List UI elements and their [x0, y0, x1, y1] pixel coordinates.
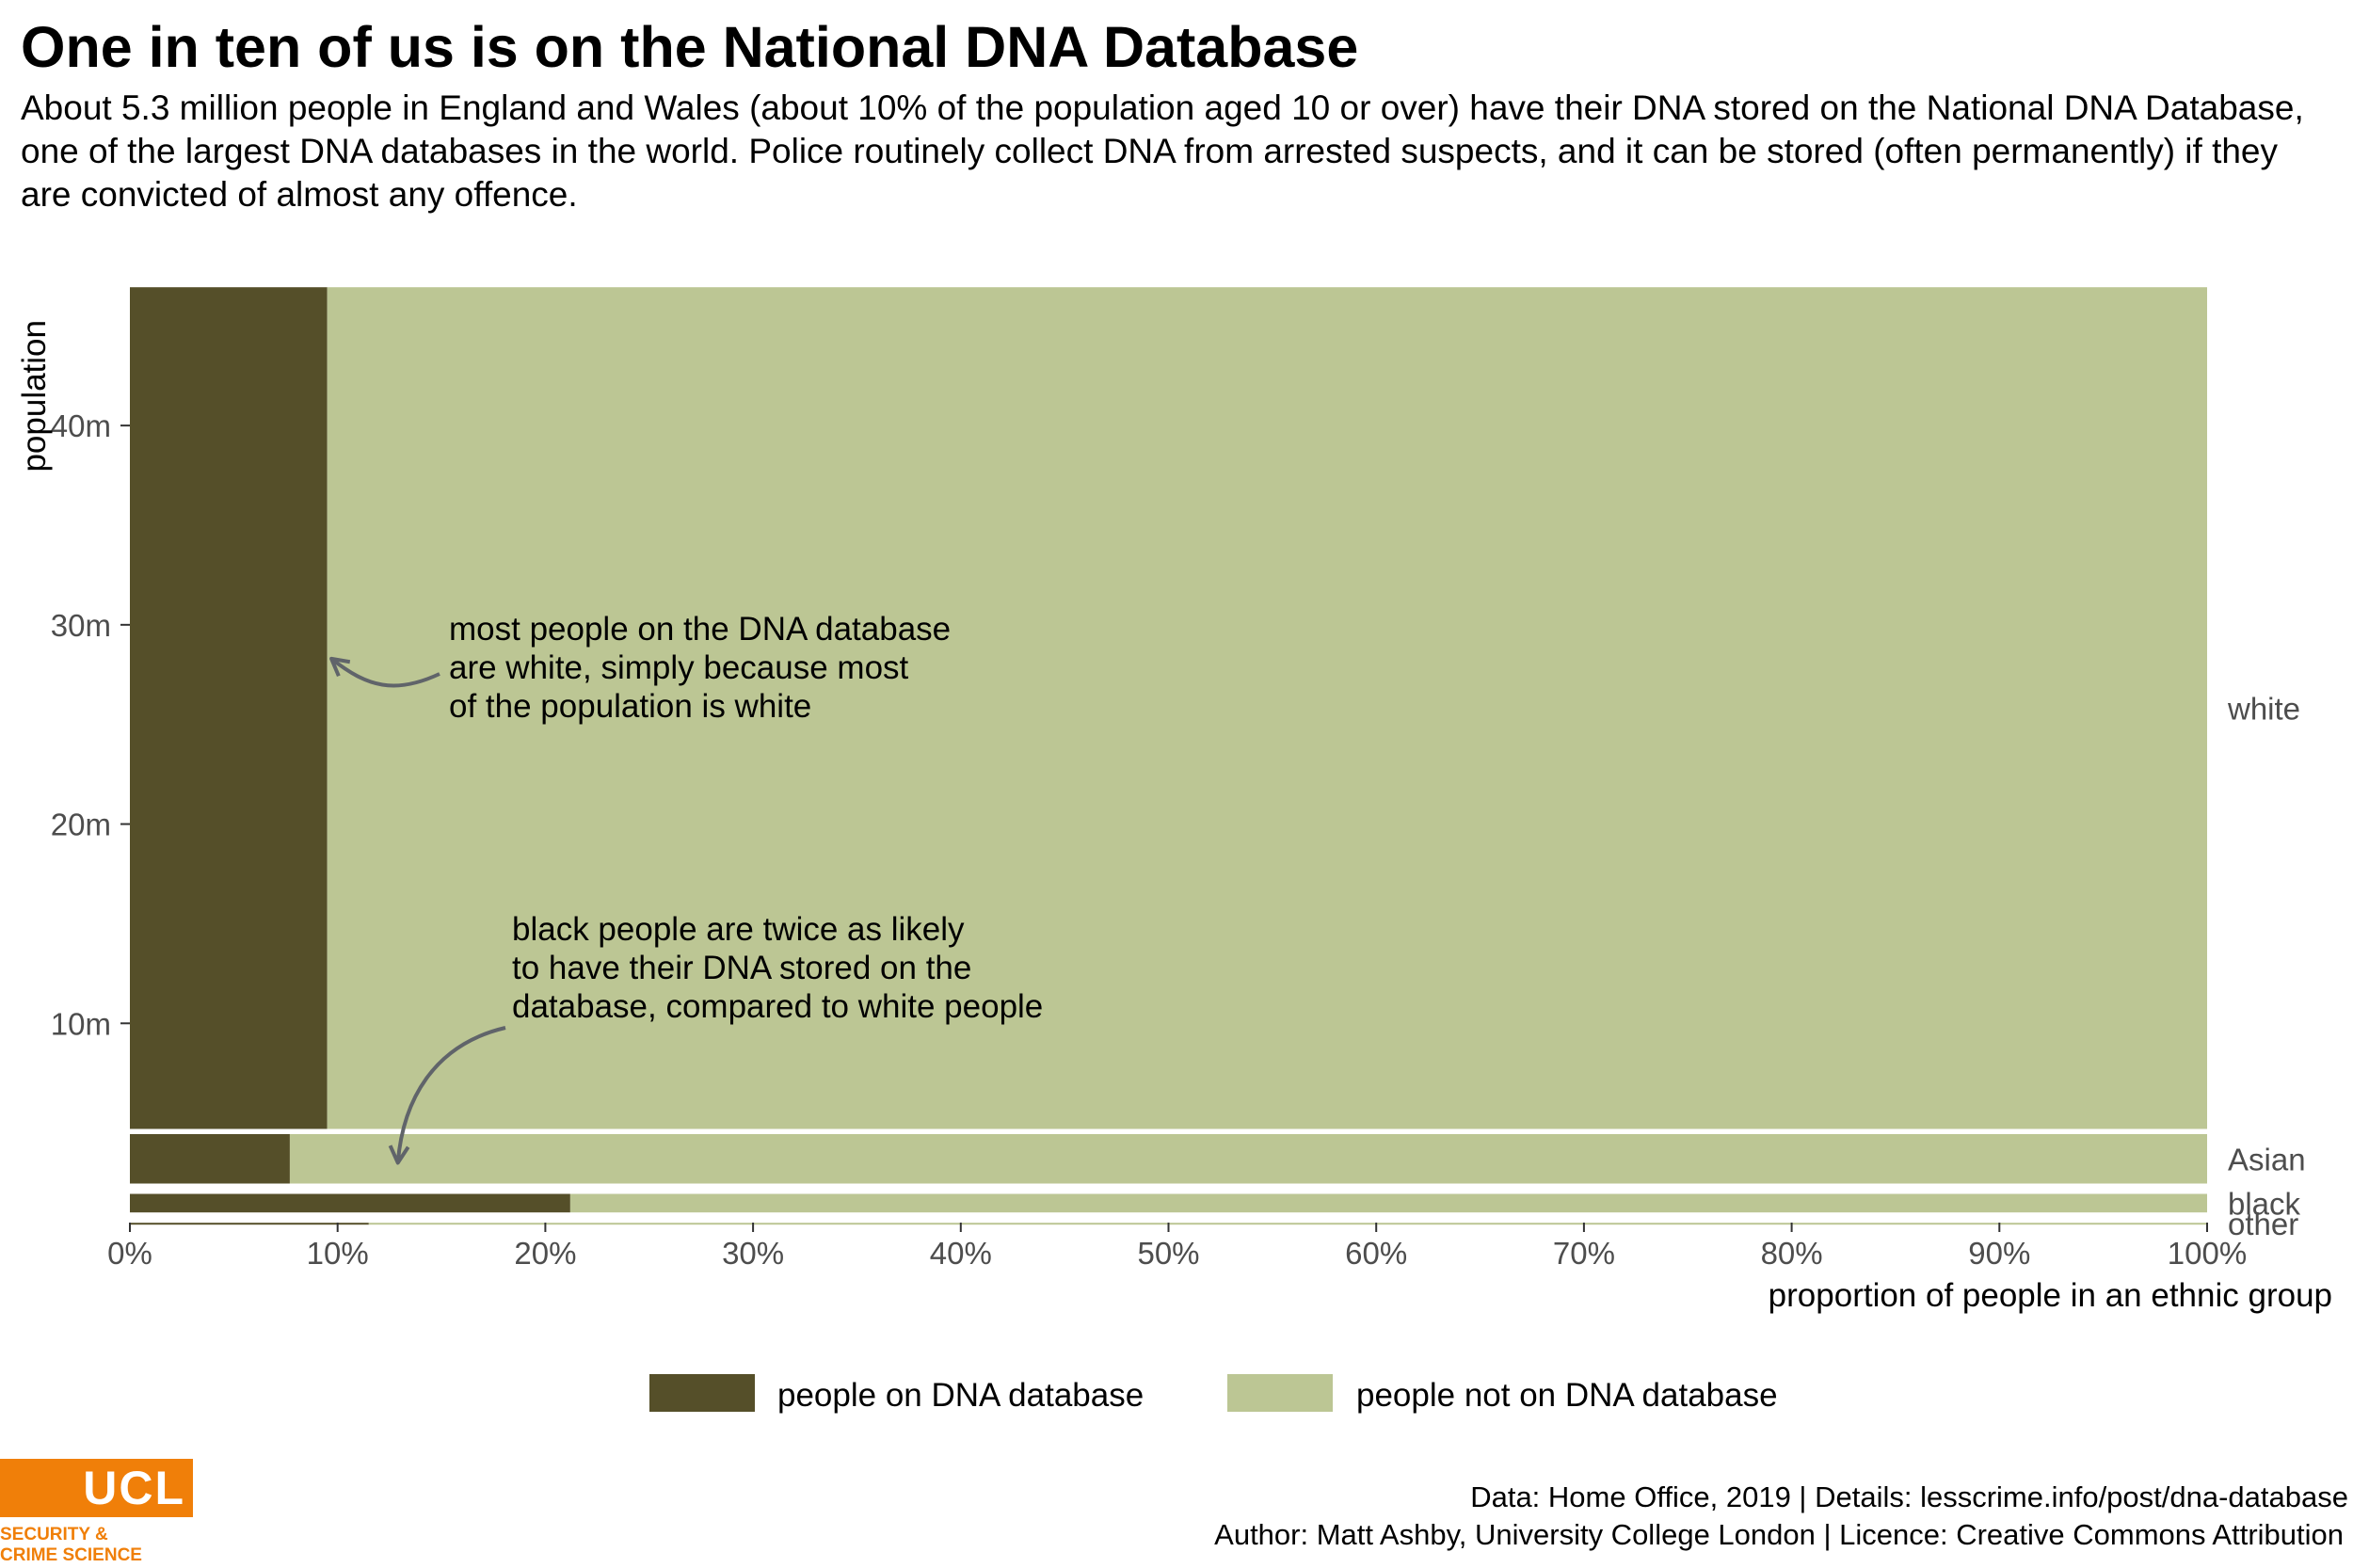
ucl-logo-mark: UCL	[0, 1459, 193, 1517]
x-tick-label-5: 50%	[1137, 1236, 1199, 1271]
bar-not-on-database-asian	[289, 1133, 2208, 1184]
annotation-arrow-2	[395, 1026, 506, 1163]
chart-title: One in ten of us is on the National DNA …	[21, 15, 1359, 79]
bar-on-database-black	[130, 1193, 570, 1213]
bar-not-on-database-white	[327, 287, 2207, 1129]
x-tick-label-10: 100%	[2168, 1236, 2247, 1271]
legend-swatch-on-database	[649, 1374, 755, 1412]
x-tick-label-2: 20%	[514, 1236, 576, 1271]
x-axis: 0% 10% 20% 30% 40% 50% 60% 70% 80% 90% 100%	[107, 1223, 2247, 1271]
x-tick-label-4: 40%	[930, 1236, 992, 1271]
x-axis-title: proportion of people in an ethnic group	[1769, 1277, 2332, 1314]
annotation-text-1: most people on the DNA database are white…	[449, 611, 951, 725]
chart-subtitle: About 5.3 million people in England and …	[21, 88, 2304, 214]
legend-swatch-not-on-database	[1227, 1374, 1333, 1412]
x-tick-label-8: 80%	[1761, 1236, 1823, 1271]
x-tick-label-3: 30%	[722, 1236, 784, 1271]
category-label-white: white	[2227, 691, 2300, 726]
category-label-asian: Asian	[2228, 1142, 2306, 1176]
bar-on-database-other	[130, 1223, 369, 1225]
bar-on-database-asian	[130, 1133, 290, 1184]
ucl-logo: UCL SECURITY & CRIME SCIENCE	[0, 1459, 193, 1566]
ucl-logo-line-1: SECURITY &	[0, 1525, 108, 1544]
y-tick-label-40: 40m	[51, 408, 111, 443]
bar-on-database-white	[130, 287, 328, 1129]
legend-label-not-on-database: people not on DNA database	[1356, 1377, 1778, 1414]
x-tick-label-9: 90%	[1968, 1236, 2030, 1271]
legend-label-on-database: people on DNA database	[777, 1377, 1144, 1414]
x-tick-label-7: 70%	[1553, 1236, 1615, 1271]
annotation-arrowhead-1	[329, 656, 351, 678]
caption-data-source: Data: Home Office, 2019 | Details: lessc…	[1470, 1480, 2348, 1513]
x-tick-label-1: 10%	[307, 1236, 369, 1271]
category-label-black: black	[2228, 1186, 2301, 1221]
chart-bars	[130, 287, 2208, 1225]
category-label-other: other	[2228, 1207, 2298, 1241]
y-axis-title: population	[16, 320, 53, 472]
y-tick-label-10: 10m	[51, 1006, 111, 1041]
caption-author: Author: Matt Ashby, University College L…	[1214, 1518, 2344, 1551]
y-tick-label-30: 30m	[51, 608, 111, 643]
bar-not-on-database-other	[368, 1223, 2208, 1225]
mosaic-chart: 10m 20m 30m 40m 0% 10% 20% 30% 40% 50% 60% 70% 80% 9…	[16, 287, 2332, 1414]
annotation-text-2: black people are twice as likely to have …	[512, 911, 1043, 1025]
ucl-logo-text: SECURITY & CRIME SCIENCE	[0, 1525, 193, 1566]
annotations: most people on the DNA database are white…	[329, 611, 1043, 1165]
bar-not-on-database-black	[569, 1193, 2207, 1213]
legend: people on DNA database people not on DNA…	[649, 1374, 1778, 1414]
x-tick-label-6: 60%	[1345, 1236, 1407, 1271]
y-axis: 10m 20m 30m 40m	[51, 408, 130, 1041]
annotation-arrowhead-2	[388, 1144, 410, 1165]
x-tick-label-0: 0%	[107, 1236, 152, 1271]
ucl-logo-line-2: CRIME SCIENCE	[0, 1545, 142, 1565]
annotation-arrow-1	[329, 657, 440, 688]
y-tick-label-20: 20m	[51, 808, 111, 842]
